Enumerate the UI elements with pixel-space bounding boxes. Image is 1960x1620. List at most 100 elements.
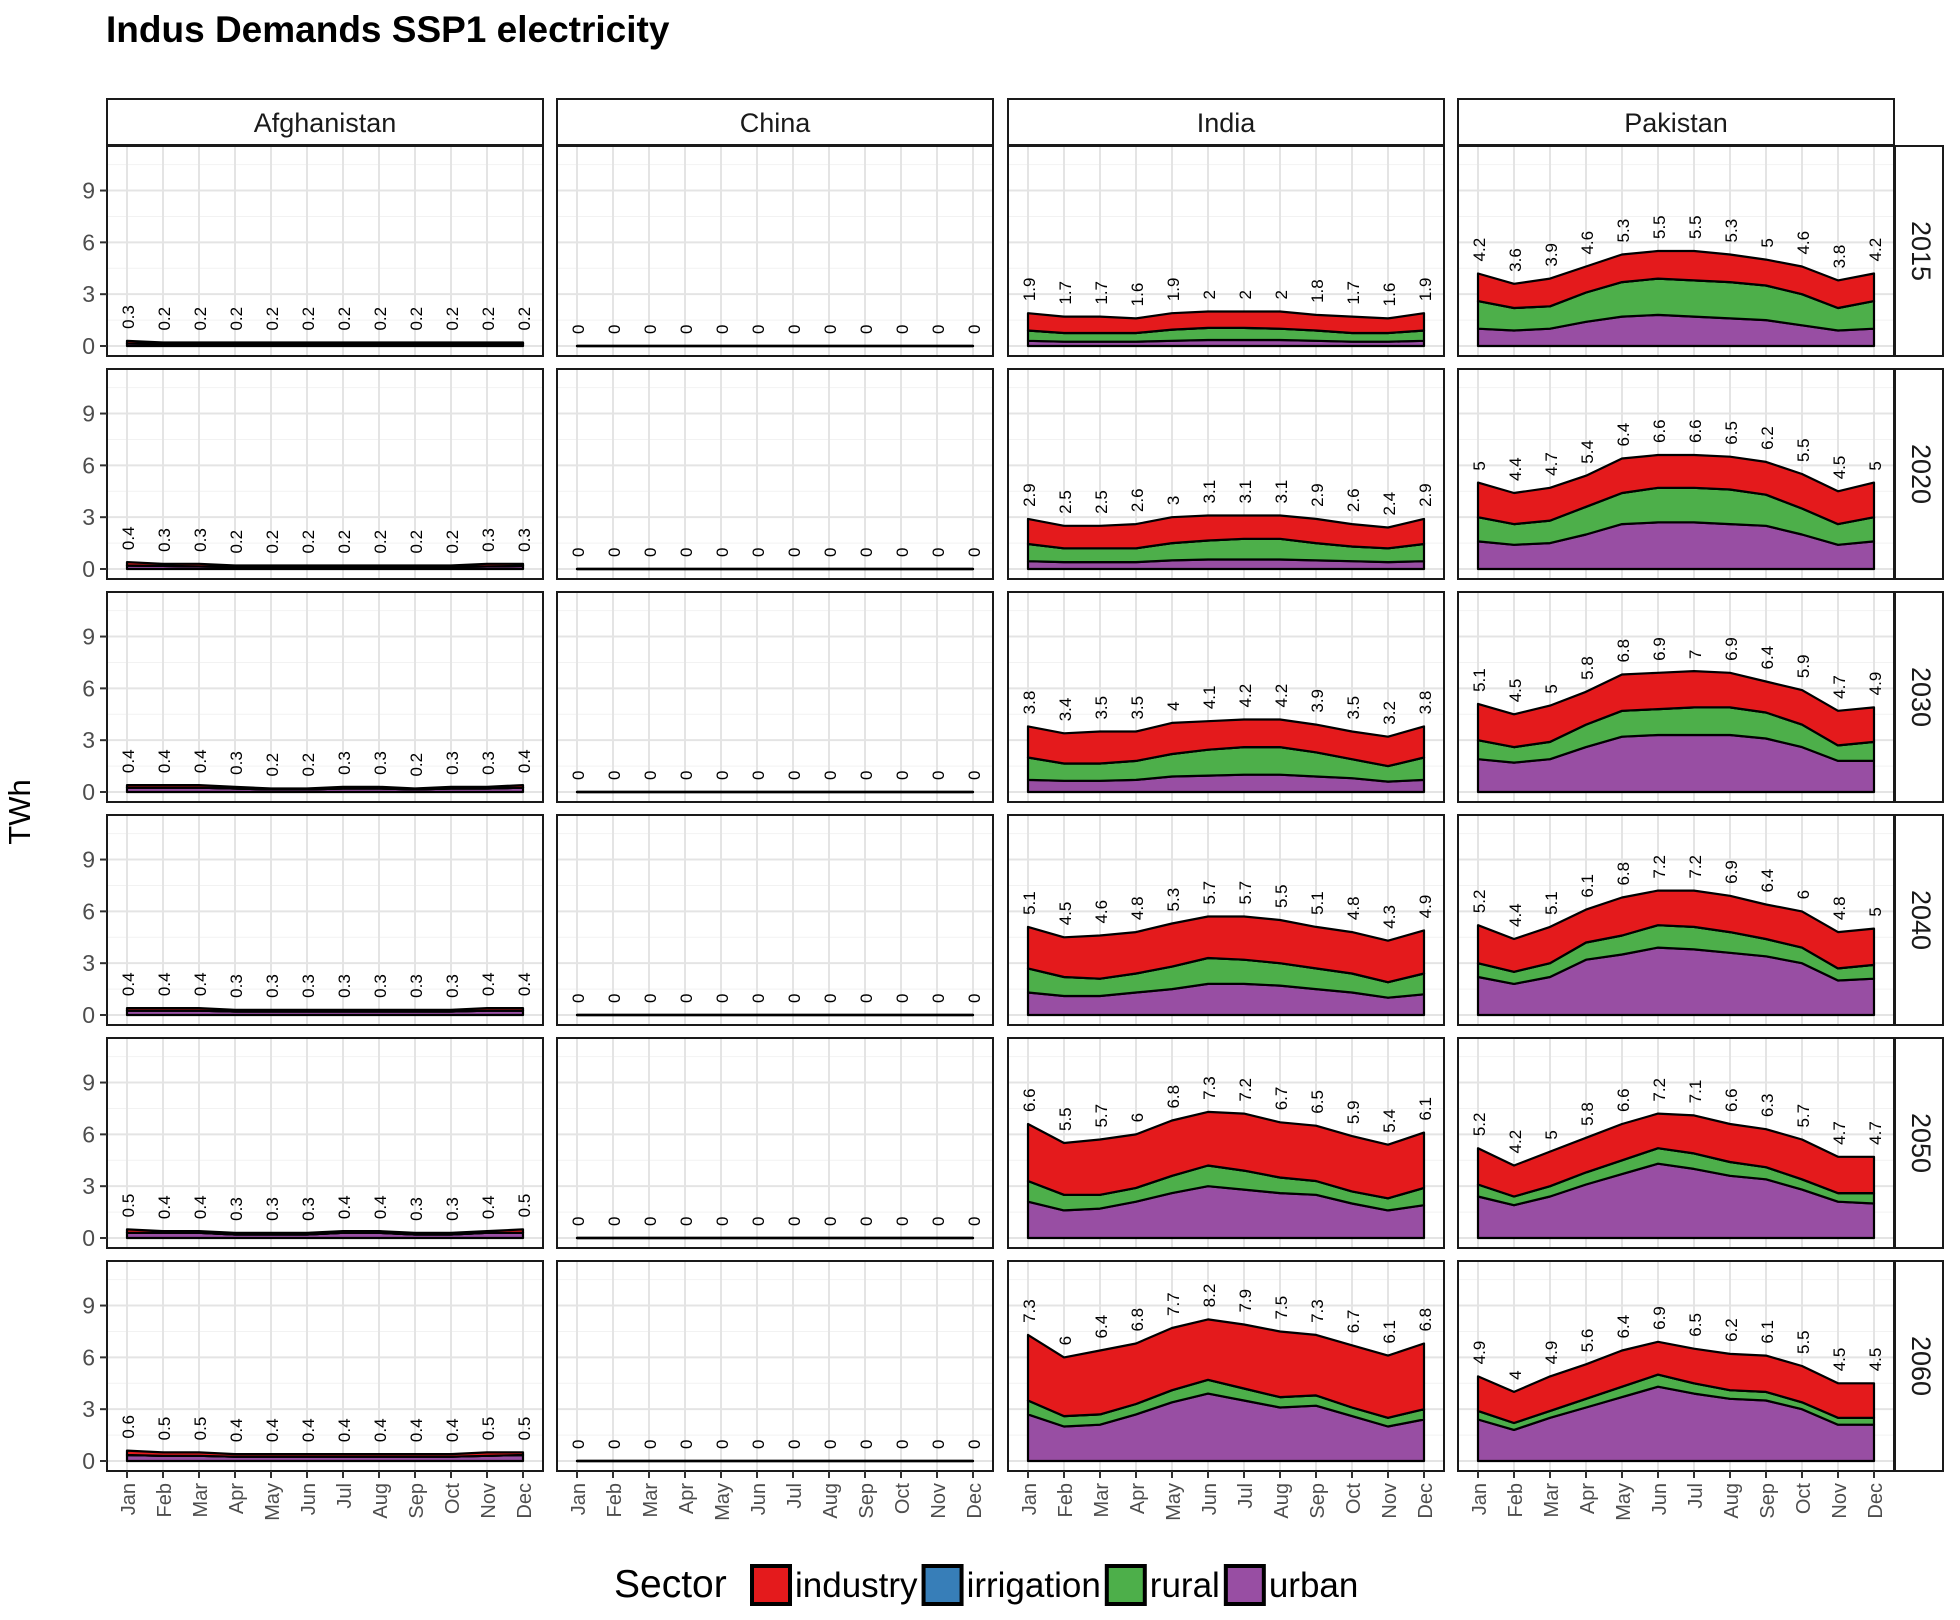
x-tick-label: Dec: [964, 1483, 986, 1519]
panel-border: [106, 1037, 544, 1249]
area-industry: [125, 1449, 525, 1458]
panel-afghanistan-2015: 0.3 0.2 0.2 0.2 0.2 0.2 0.2 0.2 0.2 0.2 0.2 0.2: [106, 145, 544, 357]
facet-strip-label-2040: 2040: [1906, 890, 1936, 950]
data-label: 0: [605, 771, 624, 780]
x-tick-label: Feb: [1055, 1483, 1077, 1517]
panel-background: [557, 1038, 993, 1248]
data-label: 6.8: [1128, 1308, 1147, 1332]
panel-border: [1457, 591, 1895, 803]
facet-strip-label-2060: 2060: [1906, 1336, 1936, 1396]
data-label: 0: [857, 994, 876, 1003]
data-label: 2.9: [1308, 483, 1327, 507]
y-tick-label: 0: [82, 1225, 95, 1251]
data-label: 0: [569, 771, 588, 780]
data-label: 6.7: [1344, 1310, 1363, 1334]
legend-label-irrigation: irrigation: [967, 1566, 1101, 1605]
y-tick-label: 9: [82, 1293, 95, 1319]
data-label: 2.4: [1380, 492, 1399, 516]
x-tick-label: Apr: [226, 1483, 248, 1514]
data-label: 0.4: [155, 749, 174, 773]
data-label: 0.4: [191, 1195, 210, 1219]
area-industry: [1476, 453, 1876, 526]
facet-strip-afghanistan: [106, 98, 544, 146]
data-label: 0.5: [191, 1417, 210, 1441]
x-tick-label: Feb: [604, 1483, 626, 1517]
panel-border: [1007, 814, 1445, 1026]
data-label: 3.5: [1344, 696, 1363, 720]
data-label: 7.9: [1236, 1289, 1255, 1313]
area-industry: [1476, 670, 1876, 749]
data-label: 0.3: [335, 751, 354, 775]
data-label: 0.4: [335, 1418, 354, 1442]
data-label: 0: [857, 548, 876, 557]
data-label: 6.6: [1722, 1088, 1741, 1112]
x-tick-label: Jul: [1235, 1483, 1257, 1509]
data-label: 0.3: [227, 751, 246, 775]
data-label: 0: [857, 1440, 876, 1449]
panel-india-2030: 3.8 3.4 3.5 3.5 4 4.1 4.2 4.2 3.9 3.5 3.2 3.8: [1007, 591, 1445, 803]
x-tick-label: Oct: [442, 1483, 464, 1515]
data-label: 7.1: [1686, 1080, 1705, 1104]
x-tick-label: Jan: [1469, 1483, 1491, 1515]
data-label: 4.2: [1236, 684, 1255, 708]
x-tick-label: Jul: [1685, 1483, 1707, 1509]
data-label: 0.2: [407, 307, 426, 331]
data-label: 0: [641, 325, 660, 334]
facet-strip-pakistan: [1457, 98, 1895, 146]
data-label: 7.3: [1200, 1076, 1219, 1100]
data-label: 8.2: [1200, 1284, 1219, 1308]
data-label: 0.3: [191, 528, 210, 552]
data-label: 0: [713, 1440, 732, 1449]
data-label: 0.5: [515, 1194, 534, 1218]
panel-border: [1007, 1260, 1445, 1472]
data-label: 0: [785, 1440, 804, 1449]
data-label: 0: [713, 1217, 732, 1226]
x-tick-label: Nov: [478, 1483, 500, 1519]
panel-pakistan-2020: 5 4.4 4.7 5.4 6.4 6.6 6.6 6.5 6.2 5.5 4.5 5: [1457, 368, 1895, 580]
x-tick-label: Nov: [1829, 1483, 1851, 1519]
data-label: 0.5: [119, 1194, 138, 1218]
data-label: 0.3: [443, 1197, 462, 1221]
data-label: 5.5: [1686, 215, 1705, 239]
data-label: 5.6: [1578, 1329, 1597, 1353]
data-label: 4.9: [1866, 672, 1885, 696]
data-label: 3.5: [1128, 696, 1147, 720]
data-label: 0.2: [191, 307, 210, 331]
panel-pakistan-2015: 4.2 3.6 3.9 4.6 5.3 5.5 5.5 5.3 5 4.6 3.8 4.2: [1457, 145, 1895, 357]
data-label: 3.1: [1200, 480, 1219, 504]
data-label: 0: [893, 325, 912, 334]
data-label: 0: [677, 1217, 696, 1226]
panel-china-2060: 0 0 0 0 0 0 0 0 0 0 0 0: [556, 1260, 994, 1472]
x-tick-label: Sep: [1307, 1483, 1329, 1519]
data-label: 5.4: [1578, 440, 1597, 464]
data-label: 0.5: [155, 1417, 174, 1441]
x-tick-label: Oct: [1343, 1483, 1365, 1515]
data-label: 0.3: [443, 974, 462, 998]
y-tick-label: 0: [82, 556, 95, 582]
data-label: 5.7: [1200, 881, 1219, 905]
data-label: 0: [929, 325, 948, 334]
data-label: 0.2: [263, 753, 282, 777]
data-label: 0.3: [443, 751, 462, 775]
data-label: 0: [713, 994, 732, 1003]
data-label: 3.8: [1416, 691, 1435, 715]
data-label: 0: [893, 771, 912, 780]
data-label: 6.1: [1578, 874, 1597, 898]
panel-background: [557, 592, 993, 802]
x-tick-label: Feb: [1505, 1483, 1527, 1517]
x-tick-label: Nov: [1379, 1483, 1401, 1519]
data-label: 0: [605, 1217, 624, 1226]
area-industry: [1476, 249, 1876, 310]
data-label: 5.9: [1344, 1100, 1363, 1124]
data-label: 0: [677, 994, 696, 1003]
x-tick-label: Jun: [1199, 1483, 1221, 1515]
data-label: 4.7: [1830, 675, 1849, 699]
area-industry: [125, 1007, 525, 1013]
panel-afghanistan-2030: 0.4 0.4 0.4 0.3 0.2 0.2 0.3 0.3 0.2 0.3 0.3 0.4: [106, 591, 544, 803]
panel-china-2030: 0 0 0 0 0 0 0 0 0 0 0 0: [556, 591, 994, 803]
data-label: 1.7: [1092, 281, 1111, 305]
data-label: 7.2: [1650, 855, 1669, 879]
x-tick-label: May: [262, 1483, 284, 1521]
data-label: 0: [785, 548, 804, 557]
x-tick-label: Jun: [298, 1483, 320, 1515]
